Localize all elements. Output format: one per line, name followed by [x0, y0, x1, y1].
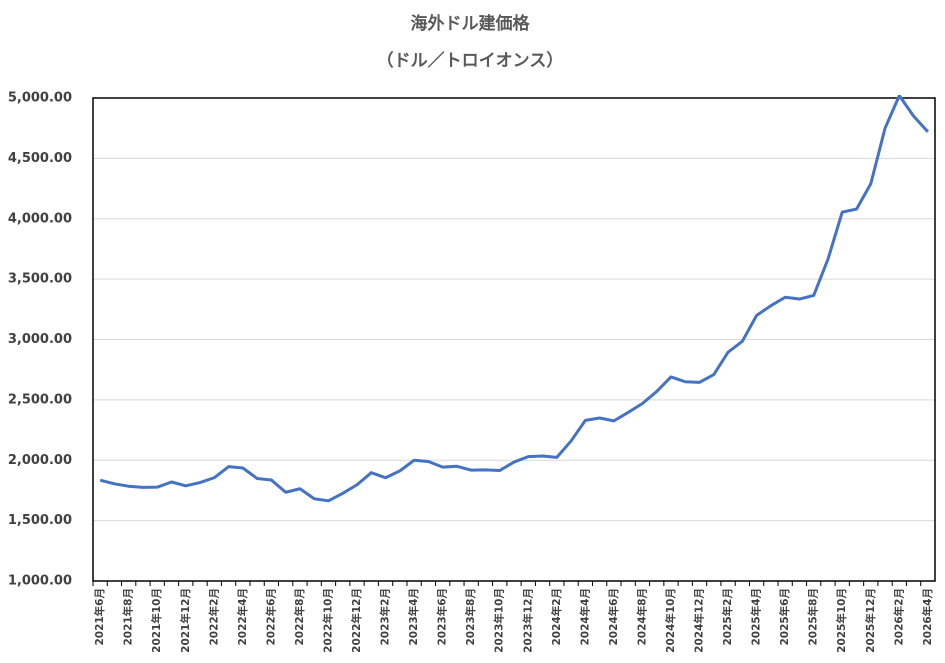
- x-tick-label: 2024年6月: [607, 588, 620, 646]
- y-tick-label: 5,000.00: [8, 91, 72, 106]
- x-tick-label: 2022年12月: [350, 588, 363, 653]
- x-tick-label: 2025年10月: [835, 588, 848, 653]
- chart-title: 海外ドル建価格: [411, 13, 531, 34]
- y-tick-label: 1,000.00: [8, 574, 72, 589]
- x-tick-label: 2023年8月: [464, 588, 477, 646]
- x-tick-label: 2021年10月: [150, 588, 163, 653]
- y-tick-label: 4,500.00: [8, 151, 72, 166]
- x-tick-label: 2022年8月: [293, 588, 306, 646]
- y-tick-label: 4,000.00: [8, 211, 72, 226]
- x-tick-label: 2025年8月: [807, 588, 820, 646]
- line-series: [99, 95, 929, 503]
- x-tick-label: 2023年4月: [407, 588, 420, 646]
- x-tick-label: 2021年8月: [122, 588, 135, 646]
- x-tick-label: 2023年2月: [379, 588, 392, 646]
- plot-frame: [92, 97, 936, 582]
- x-tick-label: 2022年4月: [236, 588, 249, 646]
- y-tick-label: 2,500.00: [8, 392, 72, 407]
- x-tick-label: 2024年2月: [550, 588, 563, 646]
- x-tick-label: 2024年10月: [664, 588, 677, 653]
- y-tick-label: 2,000.00: [8, 453, 72, 468]
- x-tick-label: 2026年2月: [892, 588, 905, 646]
- x-tick-label: 2026年4月: [921, 588, 934, 646]
- x-tick-label: 2023年12月: [521, 588, 534, 653]
- x-tick-label: 2024年8月: [635, 588, 648, 646]
- x-tick-label: 2022年2月: [207, 588, 220, 646]
- x-tick-label: 2025年4月: [750, 588, 763, 646]
- x-tick-label: 2024年12月: [693, 588, 706, 653]
- x-tick-label: 2025年2月: [721, 588, 734, 646]
- x-tick-label: 2022年6月: [264, 588, 277, 646]
- x-tick-label: 2022年10月: [321, 588, 334, 653]
- x-tick-label: 2023年10月: [493, 588, 506, 653]
- x-tick-label: 2021年6月: [93, 588, 106, 646]
- x-tick-label: 2021年12月: [179, 588, 192, 653]
- y-tick-label: 3,000.00: [8, 332, 72, 347]
- x-tick-label: 2025年12月: [864, 588, 877, 653]
- x-tick-label: 2023年6月: [436, 588, 449, 646]
- y-tick-label: 3,500.00: [8, 272, 72, 287]
- y-tick-label: 1,500.00: [8, 513, 72, 528]
- chart-subtitle: （ドル／トロイオンス）: [377, 50, 564, 71]
- x-tick-label: 2025年6月: [778, 588, 791, 646]
- x-tick-label: 2024年4月: [578, 588, 591, 646]
